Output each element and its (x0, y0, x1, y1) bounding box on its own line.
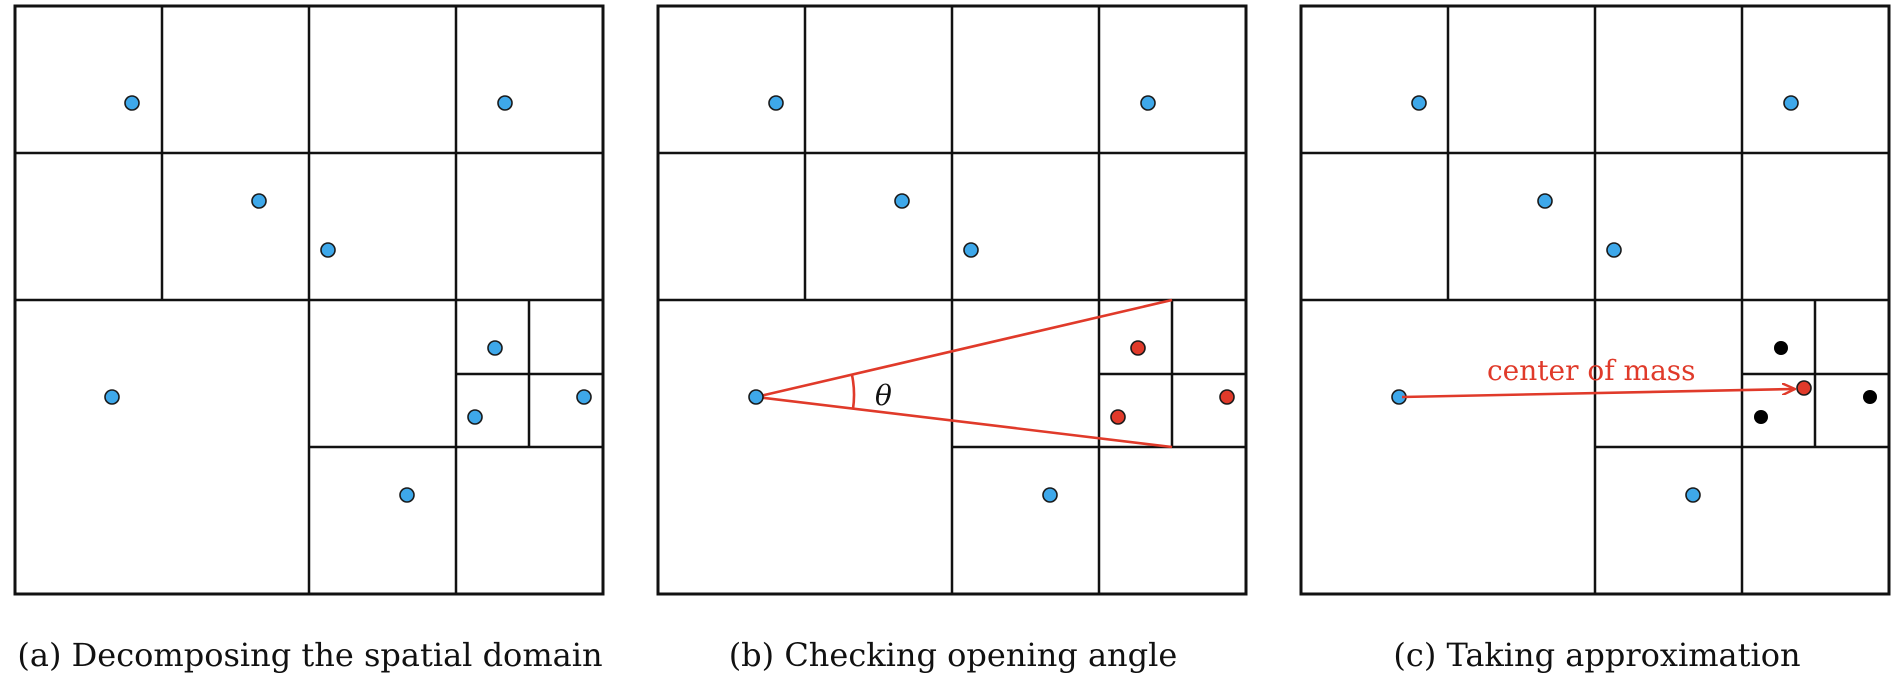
particle (467, 409, 483, 425)
particle (124, 95, 140, 111)
panel-a-quadtree (13, 4, 605, 596)
particle (1783, 95, 1799, 111)
particle-grouped (1863, 390, 1877, 404)
particle-highlighted (1219, 389, 1235, 405)
particle (497, 95, 513, 111)
particle (1606, 242, 1622, 258)
particle-grouped (1774, 341, 1788, 355)
particle (251, 193, 267, 209)
particle (1537, 193, 1553, 209)
particle-highlighted (1110, 409, 1126, 425)
opening-angle-arc (850, 374, 856, 410)
center-of-mass-point (1796, 380, 1812, 396)
particle-target (748, 389, 764, 405)
particle (894, 193, 910, 209)
panel-c-quadtree: center of mass (1299, 4, 1891, 596)
center-of-mass-arrow (1401, 389, 1794, 399)
angle-label: θ (875, 379, 892, 412)
particle (1042, 487, 1058, 503)
particle-highlighted (1130, 340, 1146, 356)
caption-panel-a: (a) Decomposing the spatial domain (17, 636, 603, 674)
particle-grouped (1754, 410, 1768, 424)
opening-angle-line-upper (755, 298, 1173, 399)
particle (963, 242, 979, 258)
panel-b-quadtree: θ (656, 4, 1248, 596)
particle (768, 95, 784, 111)
particle (104, 389, 120, 405)
particle (399, 487, 415, 503)
particle (487, 340, 503, 356)
caption-panel-c: (c) Taking approximation (1393, 636, 1801, 674)
opening-angle-line-lower (755, 395, 1173, 449)
particle (1411, 95, 1427, 111)
particle (320, 242, 336, 258)
particle (1685, 487, 1701, 503)
particle (1140, 95, 1156, 111)
caption-panel-b: (b) Checking opening angle (728, 636, 1178, 674)
particle (576, 389, 592, 405)
center-of-mass-label: center of mass (1487, 354, 1696, 387)
